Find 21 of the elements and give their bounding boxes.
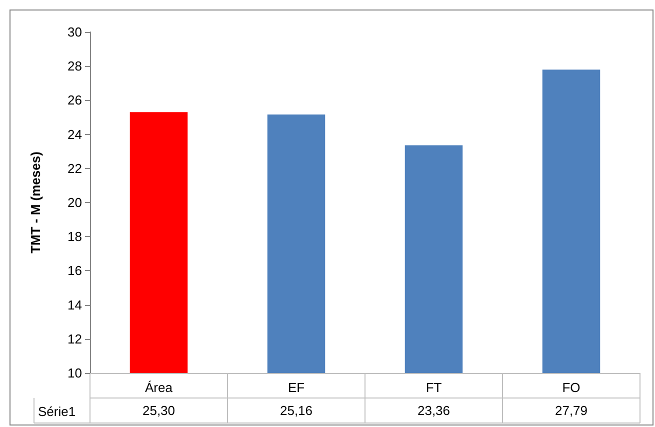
x-tick-label: Área (145, 380, 174, 395)
y-tick-label: 30 (68, 24, 82, 40)
y-tick-label: 24 (68, 126, 82, 142)
data-label: 25,16 (280, 403, 313, 418)
y-tick-label: 16 (68, 263, 82, 278)
x-tick-label: FT (426, 380, 442, 395)
data-label: 25,30 (142, 403, 176, 418)
text: Série1 (38, 404, 76, 419)
x-tick-label: EF (288, 380, 305, 395)
data-label: 27,79 (554, 403, 588, 418)
y-tick-label: 14 (68, 297, 82, 312)
y-tick-label: 26 (68, 92, 82, 108)
y-tick-label: 12 (68, 331, 82, 346)
y-tick-label: 18 (68, 229, 82, 244)
y-tick-label: 28 (68, 58, 82, 74)
data-label: 23,36 (417, 403, 450, 418)
x-tick-label: FO (562, 380, 580, 395)
y-tick-label: 22 (68, 160, 82, 176)
y-tick-label: 20 (68, 195, 82, 210)
y-axis-title: TMT - M (meses) (28, 152, 43, 254)
y-tick-label: 10 (68, 366, 82, 380)
